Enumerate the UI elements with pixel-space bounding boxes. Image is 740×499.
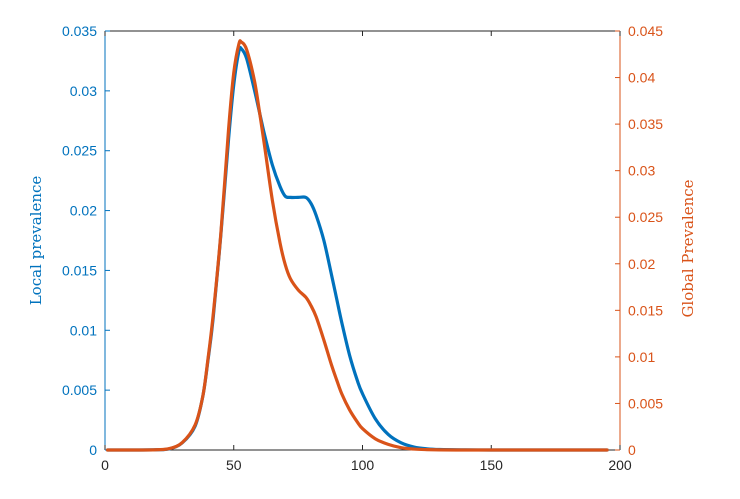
y-right-tick-label: 0.025	[628, 209, 663, 225]
y-right-tick-label: 0.045	[628, 23, 663, 39]
axes-group	[104, 30, 621, 451]
local-prevalence-line	[105, 45, 609, 452]
y-right-tick-label: 0.02	[628, 256, 655, 272]
x-tick-label: 150	[480, 457, 504, 473]
series-group	[105, 39, 609, 452]
x-tick-label: 50	[226, 457, 242, 473]
y-right-tick-label: 0	[628, 442, 636, 458]
y-axis-right-title: Global Prevalence	[679, 179, 697, 317]
y-left-tick-label: 0.015	[62, 262, 97, 278]
x-tick-label: 100	[351, 457, 375, 473]
y-left-tick-label: 0	[89, 442, 97, 458]
y-left-tick-label: 0.005	[62, 382, 97, 398]
y-axis-left-title: Local prevalence	[27, 176, 45, 306]
y-right-tick-label: 0.015	[628, 302, 663, 318]
tick-labels-group: 0 50 100 150 20000.0050.010.0150.020.0250.03…	[62, 23, 663, 473]
y-right-tick-label: 0.005	[628, 395, 663, 411]
y-left-tick-label: 0.02	[70, 203, 97, 219]
y-left-tick-label: 0.025	[62, 143, 97, 159]
y-right-tick-label: 0.03	[628, 163, 655, 179]
y-right-tick-label: 0.04	[628, 70, 655, 86]
y-left-tick-label: 0.03	[70, 83, 97, 99]
x-tick-label: 0	[101, 457, 109, 473]
x-tick-label: 200	[608, 457, 632, 473]
y-left-tick-label: 0.035	[62, 23, 97, 39]
y-right-tick-label: 0.01	[628, 349, 655, 365]
y-right-tick-label: 0.035	[628, 116, 663, 132]
y-left-tick-label: 0.01	[70, 322, 97, 338]
global-prevalence-line	[105, 39, 609, 452]
